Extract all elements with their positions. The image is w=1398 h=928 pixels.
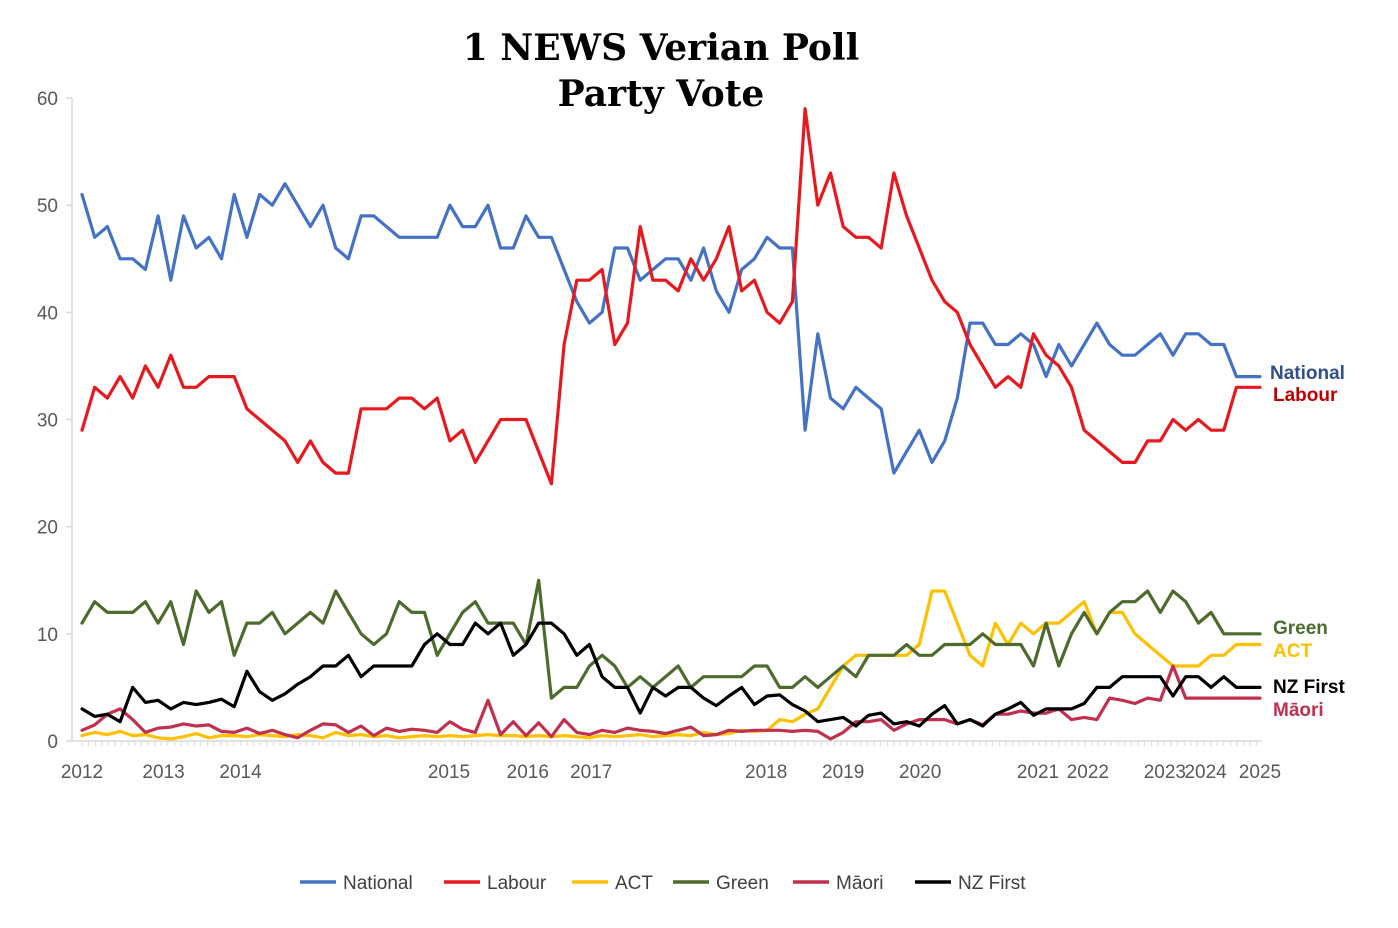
series-line-national — [80, 182, 1262, 475]
x-tick-label: 2023 — [1144, 762, 1186, 783]
y-tick-label: 0 — [47, 732, 58, 753]
y-tick-label: 20 — [37, 518, 58, 539]
series-line-m-ori — [80, 664, 1262, 741]
x-tick-label: 2016 — [507, 762, 549, 783]
end-label-act: ACT — [1273, 641, 1312, 662]
x-tick-label: 2013 — [142, 762, 184, 783]
end-label-nz-first: NZ First — [1273, 677, 1345, 698]
chart-title-group: 1 NEWS Verian Poll Party Vote — [463, 27, 860, 115]
legend-label-green: Green — [716, 873, 769, 894]
x-tick-label: 2015 — [428, 762, 470, 783]
legend-label-labour: Labour — [487, 873, 547, 894]
x-tick-label: 2025 — [1239, 762, 1281, 783]
y-tick-label: 60 — [37, 89, 58, 110]
series-line-nz-first — [80, 621, 1262, 728]
chart-subtitle: Party Vote — [558, 73, 765, 115]
end-label-green: Green — [1273, 618, 1328, 639]
legend-label-act: ACT — [615, 873, 653, 894]
y-tick-label: 40 — [37, 303, 58, 324]
series-line-labour — [80, 107, 1262, 486]
series-line-act — [80, 589, 1262, 741]
x-tick-label: 2014 — [219, 762, 262, 783]
x-tick-label: 2017 — [570, 762, 612, 783]
x-tick-label: 2018 — [745, 762, 787, 783]
chart-title: 1 NEWS Verian Poll — [463, 27, 860, 69]
x-tick-label: 2021 — [1017, 762, 1059, 783]
series-lines — [80, 107, 1262, 741]
legend-label-nz-first: NZ First — [958, 873, 1026, 894]
y-tick-label: 10 — [37, 625, 58, 646]
y-tick-label: 30 — [37, 411, 58, 432]
end-label-labour: Labour — [1273, 385, 1338, 406]
legend-label-m-ori: Māori — [836, 873, 884, 894]
x-tick-label: 2024 — [1184, 762, 1227, 783]
end-label-national: National — [1270, 363, 1345, 384]
x-tick-label: 2019 — [822, 762, 864, 783]
y-tick-label: 50 — [37, 196, 58, 217]
x-tick-label: 2022 — [1067, 762, 1109, 783]
series-line-green — [80, 578, 1262, 700]
axes: 0 10 20 30 40 50 60 2012 2013 2014 2015 2016 2017 201… — [37, 89, 1281, 783]
legend-label-national: National — [343, 873, 413, 894]
x-tick-label: 2012 — [61, 762, 103, 783]
end-label-m-ori: Māori — [1273, 700, 1324, 721]
legend: National Labour ACT Green Māori NZ First — [300, 873, 1026, 894]
x-tick-label: 2020 — [899, 762, 941, 783]
